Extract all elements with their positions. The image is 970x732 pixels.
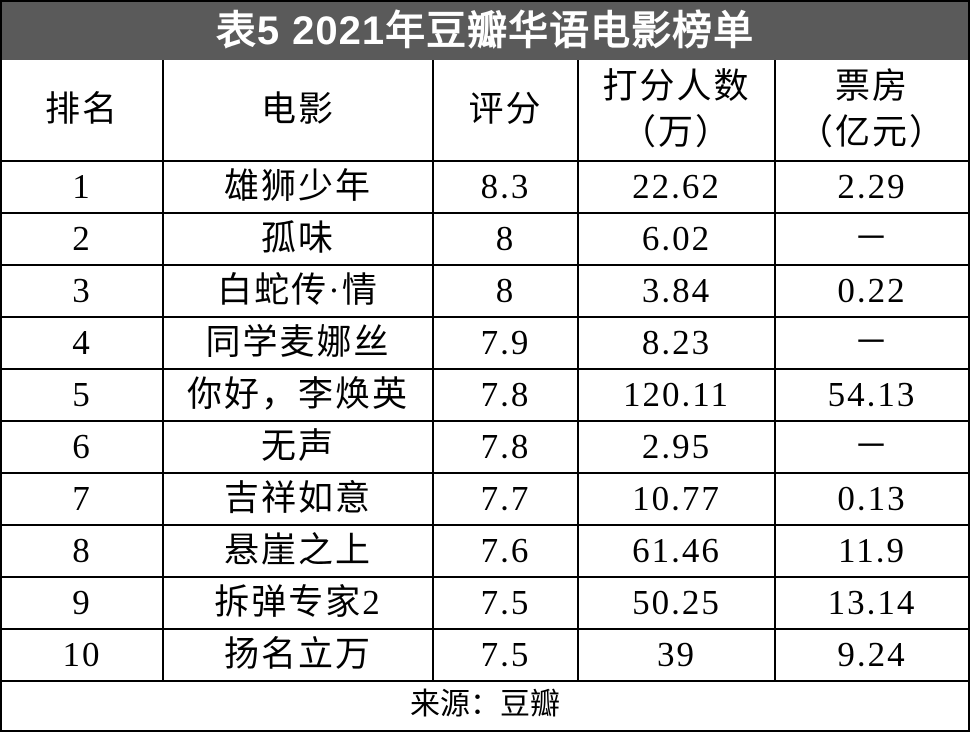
source-note: 来源：豆瓣 bbox=[410, 688, 560, 721]
table-cell: 8 bbox=[432, 212, 579, 266]
table-cell: 无声 bbox=[162, 420, 434, 474]
table-cell: 8 bbox=[432, 264, 579, 318]
table-cell: 8.3 bbox=[432, 161, 579, 214]
table-cell: 2.95 bbox=[577, 420, 776, 474]
table-row: 6 无声 7.8 2.95 － bbox=[2, 420, 968, 474]
table-cell: 7.7 bbox=[432, 472, 579, 526]
table-row: 5 你好，李焕英 7.8 120.11 54.13 bbox=[2, 368, 968, 422]
table-cell: 1 bbox=[2, 161, 164, 214]
table-body: 1 雄狮少年 8.3 22.62 2.29 2 孤味 8 6.02 － 3 白蛇传·情 8 3.84 0.2… bbox=[2, 161, 968, 682]
table-cell: 扬名立万 bbox=[162, 628, 434, 682]
table-cell: 7.8 bbox=[432, 420, 579, 474]
header-cell: 打分人数 （万） bbox=[577, 60, 776, 162]
table-cell: 吉祥如意 bbox=[162, 472, 434, 526]
table-row: 4 同学麦娜丝 7.9 8.23 － bbox=[2, 316, 968, 370]
table-row: 2 孤味 8 6.02 － bbox=[2, 212, 968, 266]
table-cell: 7.8 bbox=[432, 368, 579, 422]
table-cell: 61.46 bbox=[577, 524, 776, 578]
table-cell: 13.14 bbox=[774, 576, 968, 630]
table-cell: 6.02 bbox=[577, 212, 776, 266]
table-header: 排名 电影 评分 打分人数 （万） 票房 （亿元） bbox=[2, 60, 968, 162]
table-cell: 3.84 bbox=[577, 264, 776, 318]
header-cell: 票房 （亿元） bbox=[774, 60, 968, 162]
table-cell: 0.13 bbox=[774, 472, 968, 526]
table-cell: 10.77 bbox=[577, 472, 776, 526]
table-row: 3 白蛇传·情 8 3.84 0.22 bbox=[2, 264, 968, 318]
table-cell: 8.23 bbox=[577, 316, 776, 370]
header-cell: 电影 bbox=[162, 60, 434, 162]
table-cell: 2.29 bbox=[774, 161, 968, 214]
table-cell: 你好，李焕英 bbox=[162, 368, 434, 422]
header-line: 票房 bbox=[834, 67, 909, 106]
table-cell: 拆弹专家2 bbox=[162, 576, 434, 630]
table-cell: 9.24 bbox=[774, 628, 968, 682]
table-cell: 8 bbox=[2, 524, 164, 578]
header-line: （亿元） bbox=[797, 113, 946, 152]
table-cell: 7 bbox=[2, 472, 164, 526]
table-cell: 白蛇传·情 bbox=[162, 264, 434, 318]
title: 表5 2021年豆瓣华语电影榜单 bbox=[2, 2, 968, 60]
table-cell: － bbox=[774, 212, 968, 266]
table-row: 1 雄狮少年 8.3 22.62 2.29 bbox=[2, 161, 968, 214]
header-row: 排名 电影 评分 打分人数 （万） 票房 （亿元） bbox=[2, 60, 968, 162]
ranking-table: 排名 电影 评分 打分人数 （万） 票房 （亿元） 1 雄狮少年 8.3 22.62 2.29 2 孤味… bbox=[2, 60, 968, 682]
table-cell: － bbox=[774, 316, 968, 370]
table-cell: 7.9 bbox=[432, 316, 579, 370]
header-line: 排名 bbox=[44, 90, 119, 129]
table-cell: 54.13 bbox=[774, 368, 968, 422]
table-row: 7 吉祥如意 7.7 10.77 0.13 bbox=[2, 472, 968, 526]
table-cell: 39 bbox=[577, 628, 776, 682]
header-cell: 评分 bbox=[432, 60, 579, 162]
table-cell: 120.11 bbox=[577, 368, 776, 422]
table-cell: 7.5 bbox=[432, 576, 579, 630]
table-row: 10 扬名立万 7.5 39 9.24 bbox=[2, 628, 968, 682]
table-row: 8 悬崖之上 7.6 61.46 11.9 bbox=[2, 524, 968, 578]
header-line: 电影 bbox=[260, 90, 335, 129]
table-cell: 同学麦娜丝 bbox=[162, 316, 434, 370]
table-cell: 3 bbox=[2, 264, 164, 318]
table-cell: 0.22 bbox=[774, 264, 968, 318]
table-cell: 6 bbox=[2, 420, 164, 474]
table-cell: 9 bbox=[2, 576, 164, 630]
table-cell: 7.6 bbox=[432, 524, 579, 578]
table-row: 9 拆弹专家2 7.5 50.25 13.14 bbox=[2, 576, 968, 630]
table-cell: 7.5 bbox=[432, 628, 579, 682]
table-cell: 10 bbox=[2, 628, 164, 682]
table-cell: 4 bbox=[2, 316, 164, 370]
header-line: （万） bbox=[620, 113, 732, 152]
table-cell: 22.62 bbox=[577, 161, 776, 214]
table-cell: 2 bbox=[2, 212, 164, 266]
table-cell: － bbox=[774, 420, 968, 474]
table-cell: 50.25 bbox=[577, 576, 776, 630]
header-line: 评分 bbox=[468, 90, 543, 129]
header-cell: 排名 bbox=[2, 60, 164, 162]
header-line: 打分人数 bbox=[602, 67, 751, 106]
table-cell: 孤味 bbox=[162, 212, 434, 266]
table-cell: 悬崖之上 bbox=[162, 524, 434, 578]
table-cell: 雄狮少年 bbox=[162, 161, 434, 214]
table-cell: 11.9 bbox=[774, 524, 968, 578]
table-cell: 5 bbox=[2, 368, 164, 422]
